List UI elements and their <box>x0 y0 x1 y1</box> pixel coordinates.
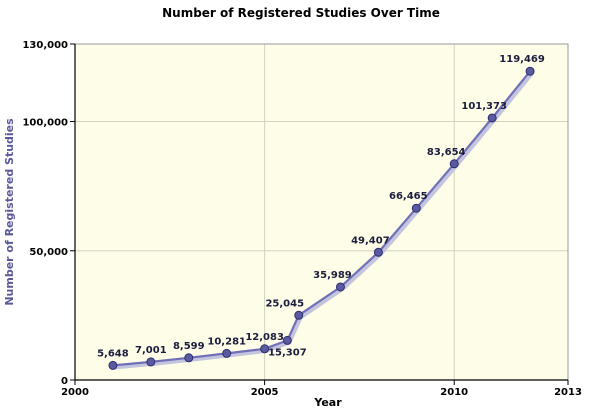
data-label: 119,469 <box>499 54 545 65</box>
y-tick-label: 0 <box>61 376 68 387</box>
data-point <box>487 113 497 123</box>
x-tick-label: 2005 <box>251 387 279 398</box>
axes: 0 50,000 100,000 130,000 2000 2005 2010 2013 <box>22 40 581 398</box>
data-label: 49,407 <box>351 235 390 246</box>
x-tick-label: 2013 <box>554 387 582 398</box>
data-label: 101,373 <box>461 101 507 112</box>
y-tick-label: 130,000 <box>22 40 68 51</box>
data-label: 35,989 <box>313 270 352 281</box>
chart-title: Number of Registered Studies Over Time <box>162 6 440 20</box>
data-label: 25,045 <box>265 298 304 309</box>
data-label: 8,599 <box>173 341 205 352</box>
data-label: 5,648 <box>97 348 129 359</box>
data-point <box>184 353 194 363</box>
x-tick-label: 2010 <box>440 387 468 398</box>
data-label: 66,465 <box>389 191 428 202</box>
data-point <box>282 335 292 345</box>
data-point <box>449 159 459 169</box>
series <box>108 66 535 370</box>
y-tick-label: 50,000 <box>29 247 68 258</box>
grid <box>75 44 568 380</box>
data-label: 12,083 <box>245 332 284 343</box>
data-point <box>411 203 421 213</box>
data-label: 83,654 <box>427 147 466 158</box>
data-point <box>525 66 535 76</box>
y-axis-label: Number of Registered Studies <box>3 118 16 306</box>
data-point <box>108 360 118 370</box>
x-axis-label: Year <box>313 396 342 409</box>
data-point <box>260 344 270 354</box>
data-point <box>335 282 345 292</box>
y-tick-label: 100,000 <box>22 118 68 129</box>
x-tick-label: 2000 <box>61 387 89 398</box>
data-point <box>294 310 304 320</box>
data-point <box>222 348 232 358</box>
data-label: 7,001 <box>135 345 167 356</box>
data-label: 10,281 <box>207 336 246 347</box>
data-labels: 5,648 7,001 8,599 10,281 12,083 15,307 25,045 3… <box>97 54 545 359</box>
data-point <box>146 357 156 367</box>
plot-background <box>75 44 568 380</box>
data-point <box>373 247 383 257</box>
data-label: 15,307 <box>268 347 307 358</box>
